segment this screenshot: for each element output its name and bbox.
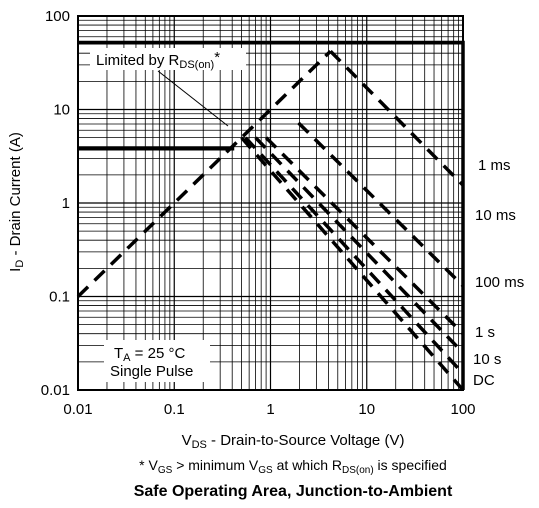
footnote-part3: at which R (273, 457, 342, 473)
y-axis-label-sub: D (14, 260, 26, 268)
limit-label-suffix: * (214, 49, 220, 66)
curve-label: 1 ms (478, 157, 511, 174)
x-axis-label: VDS - Drain-to-Source Voltage (V) (182, 432, 405, 451)
condition-temperature-prefix: T (114, 345, 123, 362)
footnote-sub2: GS (258, 465, 273, 476)
limit-label: Limited by RDS(on)* (96, 49, 220, 71)
curve-labels: 1 ms 10 ms 100 ms 1 s 10 s DC (469, 155, 533, 390)
y-axis-label-prefix: I (7, 268, 24, 272)
x-tick-label: 1 (266, 401, 274, 418)
series-line (329, 49, 465, 187)
y-axis-label: ID - Drain Current (A) (7, 132, 26, 272)
footnote: * VGS > minimum VGS at which RDS(on) is … (139, 457, 447, 476)
grid (77, 16, 464, 391)
curve-label: 100 ms (475, 274, 524, 291)
y-tick-label: 0.1 (49, 289, 70, 306)
limit-label-box (90, 48, 246, 70)
series-line (240, 136, 465, 392)
curve-label-bg (469, 370, 497, 390)
y-tick-label: 0.01 (41, 382, 70, 399)
footnote-part1: * V (139, 457, 158, 473)
condition-temperature-text: = 25 °C (131, 345, 186, 362)
conditions-box (104, 340, 210, 382)
y-tick-label: 10 (53, 102, 70, 119)
series-line (297, 121, 465, 288)
footnote-sub1: GS (158, 465, 173, 476)
limit-label-sub: DS(on) (179, 59, 214, 71)
x-tick-label: 100 (450, 401, 475, 418)
x-tick-label: 0.01 (63, 401, 92, 418)
chart-title: Safe Operating Area, Junction-to-Ambient (134, 483, 453, 500)
series-line (76, 49, 332, 298)
x-axis-label-prefix: V (182, 432, 192, 449)
series-line (264, 136, 465, 335)
condition-temperature-sub: A (123, 352, 131, 364)
x-axis-label-text: - Drain-to-Source Voltage (V) (207, 432, 405, 449)
series-line (244, 136, 465, 375)
curve-label-bg (471, 205, 524, 225)
footnote-part4: is specified (374, 457, 447, 473)
x-axis-label-sub: DS (192, 439, 207, 451)
y-tick-label: 1 (62, 195, 70, 212)
condition-single-pulse: Single Pulse (110, 363, 193, 380)
y-tick-label: 100 (45, 8, 70, 25)
condition-temperature: TA = 25 °C (114, 345, 185, 364)
curve-label-bg (471, 272, 533, 292)
x-tick-label: 10 (358, 401, 375, 418)
limit-label-text: Limited by R (96, 52, 180, 69)
curve-label: 1 s (475, 324, 495, 341)
footnote-part2: > minimum V (172, 457, 259, 473)
curve-label: 10 ms (475, 207, 516, 224)
y-axis-label-text: - Drain Current (A) (7, 132, 24, 260)
x-tick-label: 0.1 (164, 401, 185, 418)
series-line (254, 136, 465, 355)
curve-label: 10 s (473, 351, 501, 368)
tick-labels: 0.010.111010010001001010.10.01 (41, 8, 476, 418)
curve-label-bg (469, 349, 514, 369)
plot-frame (77, 15, 464, 391)
curve-label: DC (473, 372, 495, 389)
curve-label-bg (471, 322, 507, 342)
curve-label-bg (474, 155, 519, 175)
footnote-sub3: DS(on) (342, 465, 374, 476)
limit-leader-line (157, 70, 229, 127)
